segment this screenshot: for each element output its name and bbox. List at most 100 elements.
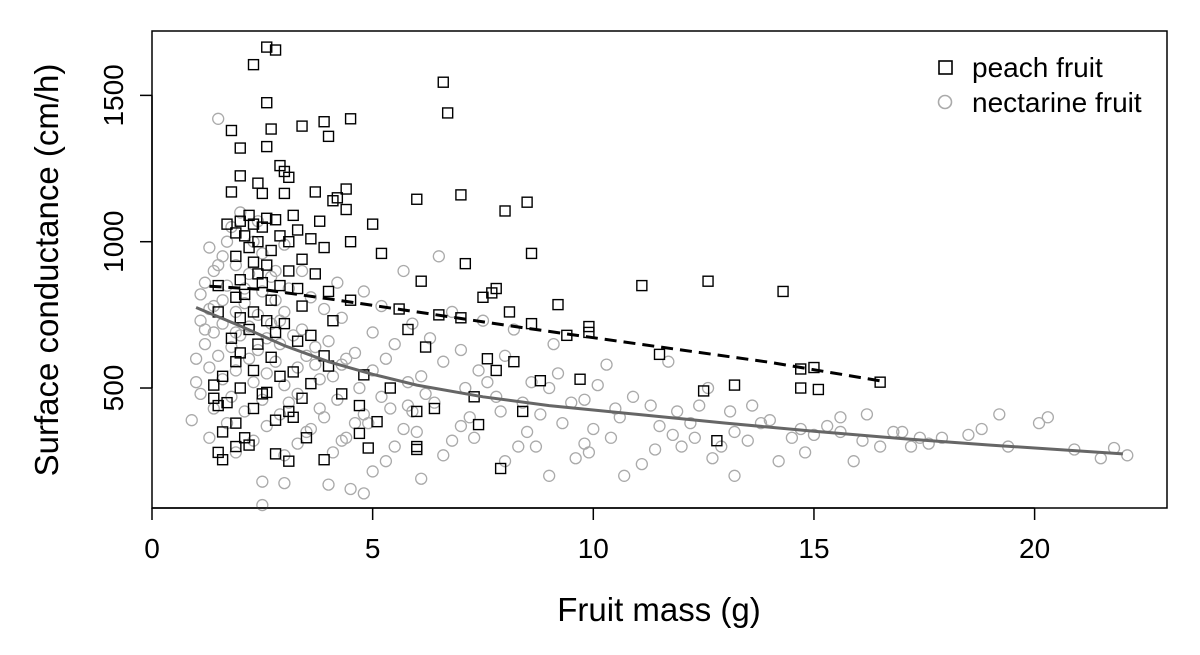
legend-marker-peach — [938, 60, 953, 75]
nectarine-point — [203, 361, 216, 374]
peach-point — [287, 411, 299, 423]
nectarine-point — [340, 352, 353, 365]
nectarine-point — [309, 340, 322, 354]
peach-point — [795, 382, 807, 394]
nectarine-point — [821, 419, 834, 433]
peach-point — [261, 140, 273, 153]
nectarine-point — [322, 335, 335, 348]
peach-point — [261, 96, 273, 109]
peach-point — [313, 215, 326, 227]
nectarine-point — [437, 355, 450, 368]
peach-point — [252, 177, 264, 189]
y-tick-label: 1000 — [98, 211, 129, 273]
nectarine-point — [415, 370, 428, 383]
nectarine-point — [357, 285, 370, 298]
peach-point — [274, 370, 286, 383]
peach-point — [256, 276, 269, 289]
nectarine-point — [198, 323, 212, 336]
nectarine-point — [662, 355, 675, 368]
peach-point — [291, 224, 304, 236]
trend-lines — [195, 284, 1123, 456]
nectarine-point — [242, 267, 256, 281]
nectarine-point — [331, 276, 344, 289]
nectarine-point — [203, 431, 216, 444]
peach-point — [552, 298, 564, 311]
x-tick-label: 20 — [1019, 533, 1050, 564]
nectarine-point — [419, 387, 432, 401]
peach-point — [247, 58, 260, 71]
nectarine-point — [437, 449, 450, 462]
nectarine-point — [388, 440, 401, 453]
peach-point — [411, 193, 423, 205]
peach-point — [305, 329, 317, 342]
peach-point — [283, 455, 295, 467]
nectarine-point — [428, 396, 441, 409]
peach-point — [318, 241, 330, 254]
nectarine-point — [860, 408, 874, 421]
peach-point — [697, 385, 710, 397]
nectarine-point — [401, 399, 415, 412]
nectarine-point — [397, 422, 410, 436]
y-axis-title: Surface conductance (cm/h) — [28, 64, 65, 477]
peach-point — [521, 196, 533, 208]
peach-point — [309, 186, 321, 198]
peach-point — [243, 439, 255, 451]
nectarine-point — [644, 399, 657, 412]
peach-point — [296, 120, 308, 132]
nectarine-point — [212, 349, 225, 362]
nectarine-point — [993, 408, 1006, 421]
nectarine-point — [454, 343, 468, 357]
peach-point — [777, 285, 789, 298]
peach-point — [711, 434, 723, 447]
nectarine-point — [291, 437, 304, 450]
nectarine-point — [247, 376, 260, 389]
peach-point — [494, 462, 507, 475]
peach-point — [238, 230, 251, 242]
peach-point — [247, 364, 260, 377]
nectarine-point — [468, 431, 481, 444]
nectarine-point — [445, 434, 459, 447]
peach-point — [318, 116, 330, 128]
peach-point — [265, 351, 277, 363]
peach-point — [243, 241, 255, 254]
x-tick-label: 0 — [144, 533, 160, 564]
nectarine-point — [834, 411, 847, 424]
x-axis: 0 5 10 15 20 — [144, 507, 1050, 564]
peach-point — [261, 315, 273, 327]
peach-point — [636, 279, 648, 292]
peach-point — [534, 375, 547, 387]
nectarine-point — [317, 302, 331, 316]
peach-point — [490, 364, 502, 377]
peach-point — [353, 399, 366, 412]
nectarine-point — [512, 440, 525, 453]
nectarine-point — [198, 337, 212, 351]
nectarine-point — [348, 416, 362, 430]
nectarine-point — [251, 343, 265, 357]
peach-point — [296, 253, 308, 265]
nectarine-point — [728, 425, 741, 439]
peach-point — [269, 448, 282, 460]
peach-point — [283, 235, 295, 248]
peach-point — [283, 265, 295, 277]
peach-point — [874, 376, 886, 388]
peach-point — [243, 323, 255, 336]
nectarine-point — [772, 455, 785, 468]
peach-point — [296, 392, 308, 404]
nectarine-point — [260, 419, 273, 433]
peach-point — [287, 366, 299, 378]
nectarine-point — [609, 402, 622, 415]
peach-point — [358, 369, 370, 381]
nectarine-point — [256, 475, 269, 488]
peach-point — [305, 233, 317, 245]
peach-trend-line — [209, 284, 885, 384]
nectarine-point — [326, 370, 340, 383]
nectarine-point — [693, 399, 706, 412]
nectarine-point — [353, 381, 366, 395]
peach-point — [455, 189, 467, 201]
nectarine-point — [278, 476, 291, 490]
nectarine-point — [326, 446, 340, 459]
nectarine-point — [785, 431, 799, 444]
nectarine-point — [578, 393, 591, 406]
peach-point — [265, 244, 277, 257]
nectarine-point — [194, 288, 207, 301]
